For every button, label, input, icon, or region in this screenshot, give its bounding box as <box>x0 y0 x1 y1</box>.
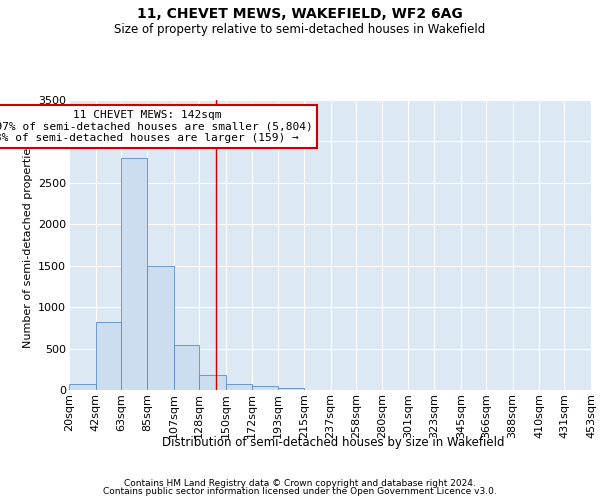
Y-axis label: Number of semi-detached properties: Number of semi-detached properties <box>23 142 32 348</box>
Bar <box>148 266 174 390</box>
Bar <box>121 158 148 390</box>
Bar <box>69 384 95 390</box>
Text: 11, CHEVET MEWS, WAKEFIELD, WF2 6AG: 11, CHEVET MEWS, WAKEFIELD, WF2 6AG <box>137 8 463 22</box>
Bar <box>199 374 226 390</box>
Bar <box>226 384 252 390</box>
Text: 11 CHEVET MEWS: 142sqm
← 97% of semi-detached houses are smaller (5,804)
3% of s: 11 CHEVET MEWS: 142sqm ← 97% of semi-det… <box>0 110 313 143</box>
Bar <box>252 386 278 390</box>
Text: Size of property relative to semi-detached houses in Wakefield: Size of property relative to semi-detach… <box>115 22 485 36</box>
Text: Contains public sector information licensed under the Open Government Licence v3: Contains public sector information licen… <box>103 487 497 496</box>
Text: Contains HM Land Registry data © Crown copyright and database right 2024.: Contains HM Land Registry data © Crown c… <box>124 478 476 488</box>
Text: Distribution of semi-detached houses by size in Wakefield: Distribution of semi-detached houses by … <box>162 436 504 449</box>
Bar <box>95 322 121 390</box>
Bar <box>174 346 199 390</box>
Bar <box>278 388 304 390</box>
